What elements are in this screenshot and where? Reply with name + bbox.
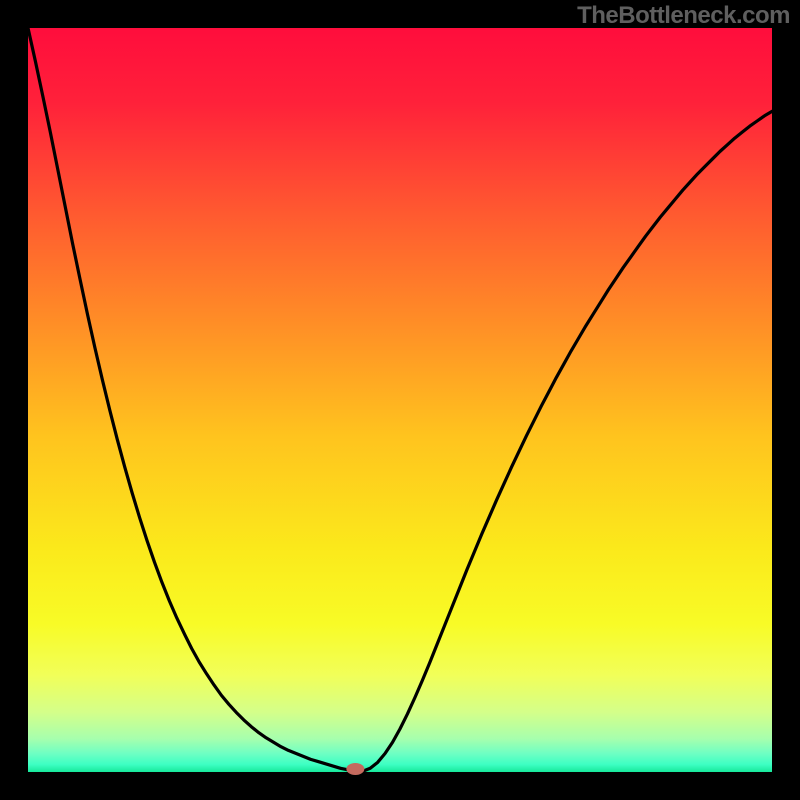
chart-container: TheBottleneck.com [0, 0, 800, 800]
dip-marker [346, 763, 364, 775]
watermark-text: TheBottleneck.com [577, 2, 790, 30]
plot-background [28, 28, 772, 772]
bottleneck-chart [0, 0, 800, 800]
